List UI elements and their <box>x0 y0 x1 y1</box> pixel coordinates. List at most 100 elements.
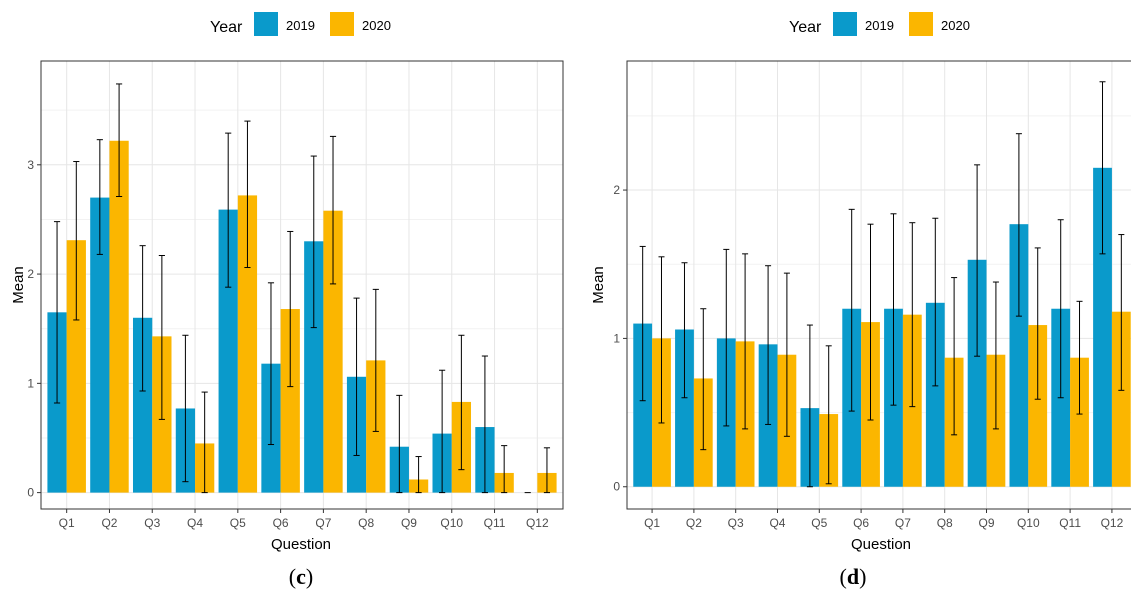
bar-2020-Q12 <box>1111 311 1131 487</box>
legend-d-title: Year <box>789 19 822 36</box>
error-bar-2020-Q2 <box>700 308 707 451</box>
chart-c-x-ticks: Q1 Q2 Q3 Q4 Q5 Q6 Q7 Q8 Q9 Q10 Q11 Q12 <box>59 509 549 530</box>
x-tick-label: Q12 <box>526 516 549 530</box>
error-bar-2020-Q2 <box>116 83 123 197</box>
legend-d: Year 2019 2020 <box>789 12 970 36</box>
chart-d: 0 1 2 Q1 Q2 Q3 Q4 Q5 Q6 Q7 Q8 Q9 Q10 Q11 Q12 Question… <box>590 60 1131 589</box>
x-tick-label: Q7 <box>895 516 911 530</box>
x-tick-label: Q12 <box>1101 516 1124 530</box>
legend-d-swatch-2019 <box>833 12 857 36</box>
chart-c-panel-letter: c <box>296 564 306 589</box>
x-tick-label: Q10 <box>1017 516 1040 530</box>
chart-d-y-ticks: 0 1 2 <box>613 183 627 494</box>
error-bar-2019-Q8 <box>353 297 360 456</box>
error-bar-2020-Q7 <box>329 135 337 285</box>
legend-c-label-2020: 2020 <box>362 18 391 33</box>
error-bar-2020-Q9 <box>992 281 999 430</box>
error-bar-2019-Q10 <box>439 369 446 494</box>
error-bar-2020-Q11 <box>1076 300 1083 415</box>
error-bar-2020-Q3 <box>742 253 749 430</box>
bar-2019-Q2 <box>90 197 110 493</box>
y-tick-label: 0 <box>613 480 620 494</box>
x-tick-label: Q9 <box>401 516 417 530</box>
error-bar-2020-Q11 <box>501 445 508 494</box>
x-tick-label: Q10 <box>440 516 463 530</box>
error-bar-2020-Q6 <box>287 230 294 388</box>
error-bar-2020-Q5 <box>244 120 251 269</box>
bar-2020-Q5 <box>237 195 258 493</box>
error-bar-2020-Q9 <box>415 456 422 494</box>
error-bar-2020-Q3 <box>158 254 165 420</box>
x-tick-label: Q2 <box>686 516 702 530</box>
error-bar-2019-Q1 <box>639 245 646 402</box>
error-bar-2020-Q1 <box>658 256 665 424</box>
x-tick-label: Q5 <box>811 516 827 530</box>
chart-c-error-bars <box>53 83 551 494</box>
y-tick-label: 2 <box>613 183 620 197</box>
chart-d-panel-label: (d) <box>840 564 867 589</box>
error-bar-2020-Q12 <box>543 447 551 494</box>
error-bar-2019-Q2 <box>96 139 103 255</box>
error-bar-2019-Q6 <box>267 282 275 446</box>
error-bar-2019-Q8 <box>932 217 939 387</box>
legend-c-swatch-2020 <box>330 12 354 36</box>
error-bar-2019-Q7 <box>310 155 317 329</box>
bar-2020-Q10 <box>1028 325 1048 487</box>
legend-d-label-2020: 2020 <box>941 18 970 33</box>
error-bar-2019-Q2 <box>681 262 688 399</box>
x-tick-label: Q1 <box>59 516 75 530</box>
x-tick-label: Q11 <box>484 516 506 530</box>
error-bar-2020-Q4 <box>201 391 208 494</box>
y-tick-label: 0 <box>27 486 34 500</box>
x-tick-label: Q3 <box>728 516 744 530</box>
error-bar-2019-Q1 <box>53 221 61 404</box>
legend-c: Year 2019 2020 <box>210 12 391 36</box>
error-bar-2020-Q8 <box>372 288 379 432</box>
error-bar-2019-Q7 <box>890 213 897 406</box>
error-bar-2020-Q7 <box>909 222 916 408</box>
x-tick-label: Q4 <box>187 516 203 530</box>
chart-d-panel-border <box>626 60 1131 510</box>
bar-2019-Q1 <box>633 323 653 487</box>
error-bar-2019-Q6 <box>848 208 855 412</box>
chart-d-error-bars <box>639 81 1125 488</box>
error-bar-2019-Q11 <box>1057 219 1064 399</box>
x-tick-label: Q4 <box>769 516 785 530</box>
error-bar-2019-Q12 <box>1099 81 1106 255</box>
x-tick-label: Q8 <box>358 516 374 530</box>
y-tick-label: 1 <box>613 331 620 345</box>
error-bar-2019-Q10 <box>1015 133 1022 317</box>
chart-c-panel-border <box>40 60 564 510</box>
bar-2019-Q8 <box>925 302 945 487</box>
chart-d-y-axis-title: Mean <box>590 266 607 304</box>
legend-c-title: Year <box>210 19 243 36</box>
bar-2019-Q5 <box>218 209 238 493</box>
bar-2019-Q12 <box>1093 167 1112 487</box>
x-tick-label: Q11 <box>1059 516 1081 530</box>
y-tick-label: 2 <box>27 267 34 281</box>
bar-2020-Q11 <box>1070 357 1089 487</box>
bar-2020-Q6 <box>280 309 300 493</box>
legend-d-swatch-2020 <box>909 12 933 36</box>
error-bar-2019-Q3 <box>723 248 730 427</box>
x-tick-label: Q7 <box>315 516 331 530</box>
error-bar-2019-Q3 <box>139 245 146 392</box>
bar-2019-Q2 <box>675 329 694 487</box>
bar-2020-Q7 <box>323 210 343 493</box>
bar-2020-Q2 <box>109 140 129 493</box>
chart-c-y-ticks: 0 1 2 3 <box>27 158 41 500</box>
error-bar-2020-Q4 <box>783 272 790 437</box>
x-tick-label: Q2 <box>101 516 117 530</box>
chart-d-panel-letter: d <box>847 564 859 589</box>
chart-d-x-axis-title: Question <box>851 536 911 553</box>
error-bar-2019-Q9 <box>974 164 981 357</box>
bar-2019-Q10 <box>1009 224 1029 487</box>
chart-c-x-axis-title: Question <box>271 536 331 553</box>
error-bar-2020-Q12 <box>1118 234 1125 391</box>
error-bar-2019-Q5 <box>806 324 813 488</box>
legend-c-swatch-2019 <box>254 12 278 36</box>
chart-c-panel-label: (c) <box>289 564 313 589</box>
error-bar-2019-Q11 <box>481 355 488 494</box>
